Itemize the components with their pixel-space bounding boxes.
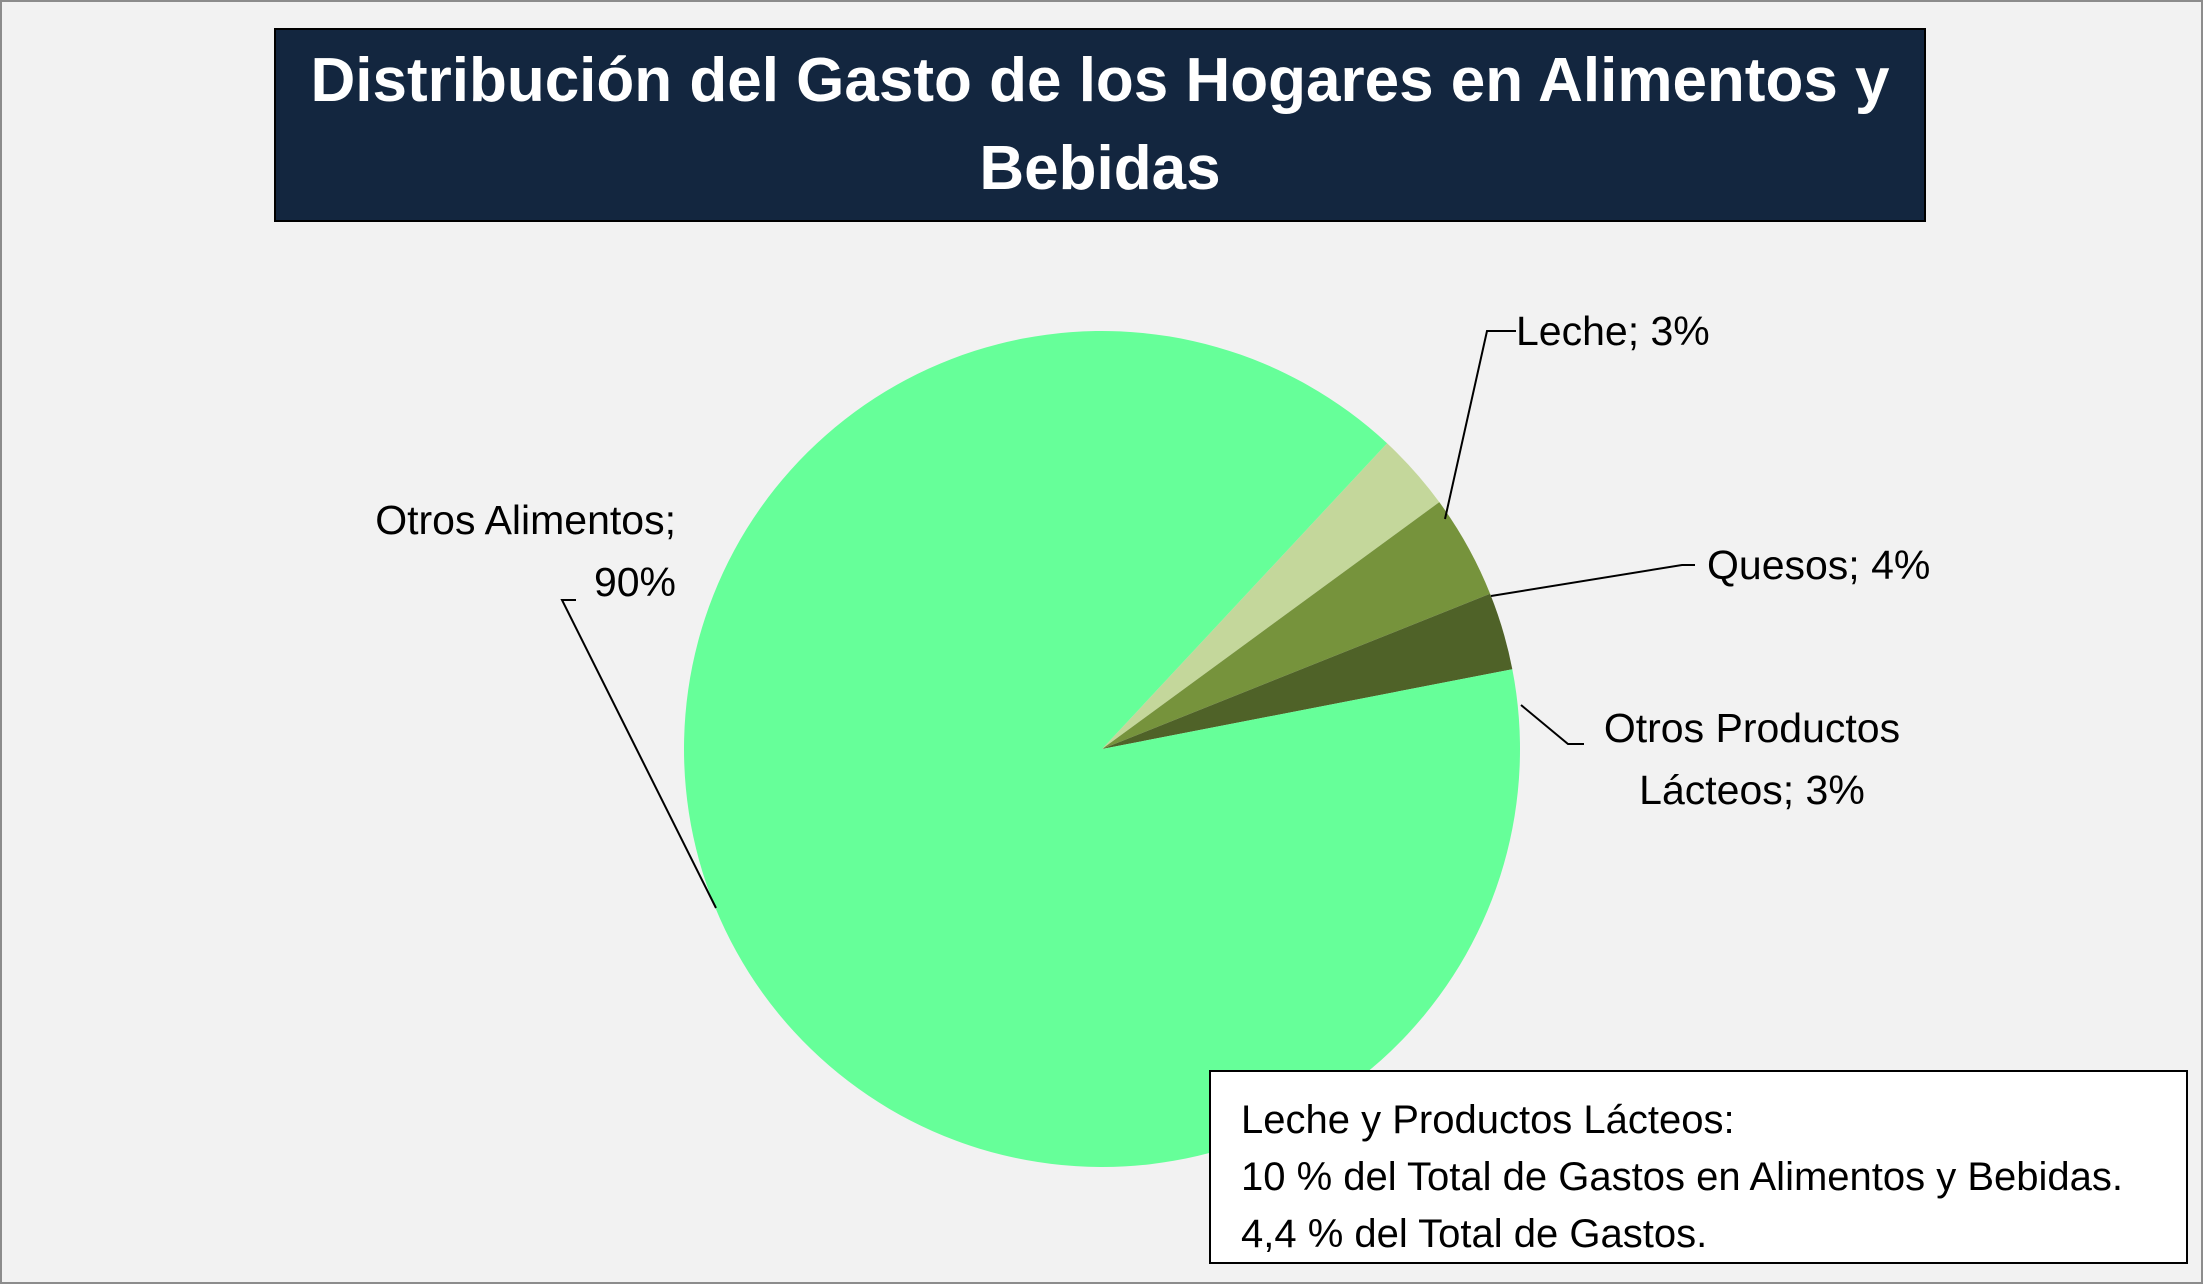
pie-slice-otros-alimentos	[684, 331, 1520, 1168]
leader-line	[1520, 704, 1584, 745]
leader-line	[1490, 564, 1695, 597]
data-label: Lácteos; 3%	[1639, 767, 1865, 813]
data-label: Quesos; 4%	[1707, 542, 1930, 588]
chart-title: Distribución del Gasto de los Hogares en…	[310, 46, 1890, 203]
data-label: 90%	[594, 559, 676, 605]
leader-line	[1444, 330, 1516, 520]
pie-slice-quesos	[1102, 502, 1491, 749]
data-label: Otros Productos	[1604, 705, 1900, 751]
annotation-line-1: Leche y Productos Lácteos:	[1241, 1098, 1735, 1142]
pie-slice-leche	[1102, 443, 1440, 749]
data-label: Leche; 3%	[1516, 308, 1710, 354]
annotation-line-3: 4,4 % del Total de Gastos.	[1241, 1212, 1708, 1256]
data-label: Otros Alimentos;	[375, 497, 676, 543]
leader-line	[560, 599, 717, 909]
chart-title-box: Distribución del Gasto de los Hogares en…	[274, 28, 1926, 222]
annotation-line-2: 10 % del Total de Gastos en Alimentos y …	[1241, 1155, 2124, 1199]
pie-slice-otros-productos-lacteos	[1102, 593, 1513, 749]
annotation-box: Leche y Productos Lácteos: 10 % del Tota…	[1209, 1070, 2188, 1264]
